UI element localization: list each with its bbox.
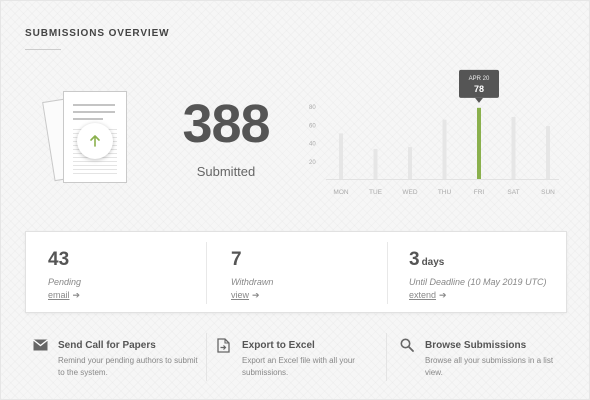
action-title: Send Call for Papers bbox=[58, 340, 156, 351]
bar bbox=[511, 116, 516, 179]
stat-divider bbox=[206, 242, 207, 304]
tooltip-pointer bbox=[475, 97, 483, 103]
bar bbox=[408, 147, 412, 179]
title-underline bbox=[25, 49, 61, 50]
export-to-excel-action[interactable]: Export to Excel Export an Excel file wit… bbox=[217, 331, 387, 383]
tooltip-value: 78 bbox=[474, 84, 484, 94]
search-icon bbox=[400, 338, 414, 357]
arrow-right-icon: ➔ bbox=[72, 290, 81, 300]
section-title: SUBMISSIONS OVERVIEW bbox=[25, 28, 170, 39]
tooltip-box bbox=[459, 69, 499, 98]
bar bbox=[373, 148, 378, 179]
x-tick-label: WED bbox=[402, 189, 417, 196]
y-tick-label: 20 bbox=[309, 160, 316, 166]
file-export-icon bbox=[217, 338, 230, 358]
submitted-count: 388 bbox=[182, 94, 270, 154]
stat-divider bbox=[387, 242, 388, 304]
bar-highlighted bbox=[477, 107, 481, 179]
browse-submissions-action[interactable]: Browse Submissions Browse all your submi… bbox=[400, 331, 570, 383]
action-divider bbox=[206, 333, 207, 381]
send-call-for-papers-action[interactable]: Send Call for Papers Remind your pending… bbox=[33, 331, 203, 383]
x-tick-label: TUE bbox=[369, 189, 383, 196]
action-title: Browse Submissions bbox=[425, 340, 527, 351]
x-tick-label: THU bbox=[438, 189, 452, 196]
view-link[interactable]: view ➔ bbox=[231, 290, 260, 300]
y-tick-label: 80 bbox=[309, 105, 316, 111]
chart-svg: 20 40 60 80 MON TUE WED THU FRI SAT SUN APR 20 78 bbox=[309, 69, 559, 196]
bar bbox=[339, 133, 343, 179]
x-tick-label: FRI bbox=[474, 189, 485, 196]
arrow-right-icon: ➔ bbox=[252, 290, 260, 300]
bar bbox=[546, 126, 550, 179]
submitted-label: Submitted bbox=[196, 164, 256, 179]
weekly-submissions-chart: 20 40 60 80 MON TUE WED THU FRI SAT SUN APR 20 78 bbox=[301, 61, 566, 211]
tooltip-date: APR 20 bbox=[469, 76, 490, 82]
x-tick-label: MON bbox=[333, 189, 348, 196]
stat-value: 43 bbox=[48, 249, 70, 270]
stat-label: Until Deadline (10 May 2019 UTC) bbox=[409, 277, 547, 287]
arrow-right-icon: ➔ bbox=[439, 290, 447, 300]
x-tick-label: SUN bbox=[541, 189, 555, 196]
y-tick-label: 60 bbox=[309, 123, 316, 129]
extend-link[interactable]: extend ➔ bbox=[409, 290, 447, 300]
action-description: Browse all your submissions in a list vi… bbox=[425, 356, 554, 377]
action-description: Export an Excel file with all your submi… bbox=[242, 356, 355, 377]
envelope-icon bbox=[33, 338, 48, 356]
y-tick-label: 40 bbox=[309, 142, 316, 148]
x-tick-label: SAT bbox=[507, 189, 519, 196]
stat-label: Withdrawn bbox=[231, 277, 274, 287]
email-link[interactable]: email ➔ bbox=[48, 290, 81, 300]
stat-value: 3 days bbox=[409, 249, 445, 270]
stats-card: 43 Pending email ➔ 7 Withdrawn view ➔ 3 day… bbox=[25, 231, 567, 313]
stat-label: Pending bbox=[48, 277, 82, 287]
upload-icon[interactable] bbox=[77, 123, 113, 159]
action-description: Remind your pending authors to submit to… bbox=[58, 356, 198, 377]
stat-value: 7 bbox=[231, 249, 242, 270]
action-title: Export to Excel bbox=[242, 340, 315, 351]
action-divider bbox=[386, 333, 387, 381]
bar bbox=[442, 119, 447, 179]
